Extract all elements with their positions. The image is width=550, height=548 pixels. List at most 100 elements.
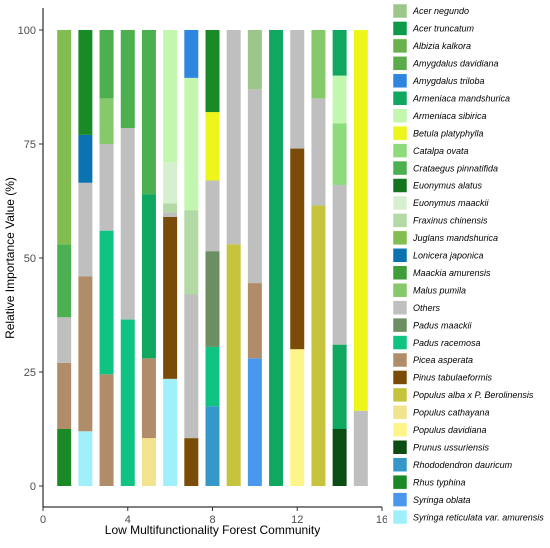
- bar-segment-2-picea-asperata: [78, 276, 93, 432]
- x-tick-label-4: 4: [125, 514, 131, 526]
- legend-label-armeniaca-mandshurica: Armeniaca mandshurica: [412, 93, 510, 103]
- bar-segment-8-others: [205, 180, 220, 252]
- legend-label-amygdalus-triloba: Amygdalus triloba: [412, 76, 485, 86]
- bar-segment-3-picea-asperata: [99, 374, 114, 486]
- bar-segment-6-armeniaca-sibirica: [163, 30, 178, 163]
- legend-swatch-rhus-typhina: [392, 474, 408, 490]
- bar-segment-11-armeniaca-mandshurica: [269, 30, 284, 486]
- bar-segment-1-others: [57, 317, 72, 363]
- legend-swatch-others: [392, 300, 408, 315]
- bar-segment-1-rhus-typhina: [57, 429, 72, 486]
- legend-label-padus-maackii: Padus maackii: [413, 320, 473, 330]
- legend-label-fraxinus-chinensis: Fraxinus chinensis: [413, 216, 488, 226]
- legend-label-crataegus-pinnatifida: Crataegus pinnatifida: [413, 163, 498, 173]
- legend-swatch-acer-negundo: [392, 3, 408, 19]
- legend-swatch-catalpa-ovata: [392, 143, 408, 158]
- bar-segment-10-others: [247, 89, 262, 284]
- axes-layer: 0 25 50 75 100 0 4 8 12 16: [18, 8, 388, 526]
- bar-segment-5-crataegus-pinnatifida: [141, 30, 156, 195]
- bar-segment-9-others: [226, 30, 241, 245]
- bar-segment-8-padus-maackii: [205, 251, 220, 347]
- bar-segment-5-picea-asperata: [141, 358, 156, 439]
- legend-swatch-pinus-tabulaeformis: [392, 370, 408, 385]
- bar-11: [269, 30, 284, 486]
- bar-segment-15-others: [353, 410, 368, 486]
- bar-segment-3-padus-racemosa: [99, 230, 114, 375]
- legend-swatch-malus-pumila: [392, 282, 408, 298]
- bar-segment-15-betula-platyphylla: [353, 30, 368, 411]
- legend-label-maackia-amurensis: Maackia amurensis: [413, 268, 491, 278]
- legend-swatch-prunus-ussuriensis: [392, 440, 408, 455]
- bar-segment-6-pinus-tabulaeformis: [163, 216, 178, 379]
- legend-label-populus-alba-x-p-berolinensis: Populus alba x P. Berolinensis: [413, 390, 534, 400]
- legend-swatch-amygdalus-davidiana: [392, 56, 408, 71]
- legend-swatch-padus-maackii: [392, 317, 408, 333]
- y-tick-label-25: 25: [24, 367, 36, 379]
- legend-label-rhododendron-dauricum: Rhododendron dauricum: [413, 460, 513, 470]
- bar-segment-12-others: [290, 30, 305, 149]
- legend-label-juglans-mandshurica: Juglans mandshurica: [412, 233, 498, 243]
- bar-segment-10-syringa-oblata: [247, 358, 262, 486]
- legend-swatch-syringa-reticulata-var-amurensis: [392, 509, 408, 525]
- legend: Acer negundo Acer truncatum Albizia kalkor…: [387, 2, 547, 536]
- legend-swatch-crataegus-pinnatifida: [392, 160, 408, 176]
- bar-segment-14-armeniaca-mandshurica: [332, 344, 347, 429]
- bar-segment-3-others: [99, 144, 114, 231]
- bar-segment-3-malus-pumila: [99, 98, 114, 144]
- legend-swatch-euonymus-maackii: [392, 195, 408, 211]
- bar-segment-6-fraxinus-chinensis: [163, 203, 178, 213]
- x-tick-label-12: 12: [291, 514, 303, 526]
- bar-segment-8-rhododendron-dauricum: [205, 406, 220, 486]
- legend-swatch-populus-davidiana: [392, 422, 408, 438]
- bar-segment-5-populus-cathayana: [141, 438, 156, 486]
- legend-swatch-armeniaca-mandshurica: [392, 91, 408, 106]
- legend-swatch-fraxinus-chinensis: [392, 213, 408, 228]
- bar-2: [78, 30, 93, 486]
- y-axis-title: Relative Importance Value (%): [3, 177, 17, 339]
- legend-label-acer-negundo: Acer negundo: [412, 6, 469, 16]
- x-axis-title: Low Multifunctionality Forest Community: [105, 523, 320, 537]
- bar-12: [290, 30, 305, 486]
- legend-swatch-acer-truncatum: [392, 21, 408, 36]
- legend-swatch-populus-cathayana: [392, 405, 408, 420]
- legend-label-pinus-tabulaeformis: Pinus tabulaeformis: [413, 373, 493, 383]
- bar-3: [99, 30, 114, 486]
- bar-segment-14-prunus-ussuriensis: [332, 429, 347, 486]
- x-tick-label-0: 0: [40, 514, 46, 526]
- bar-segment-10-picea-asperata: [247, 283, 262, 359]
- legend-label-picea-asperata: Picea asperata: [413, 355, 473, 365]
- bar-segment-8-rhus-typhina: [205, 30, 220, 113]
- bar-segment-1-crataegus-pinnatifida: [57, 244, 72, 318]
- legend-background: [387, 2, 547, 536]
- bar-4: [120, 30, 135, 486]
- bar-segment-2-syringa-reticulata-var-amurensis: [78, 431, 93, 486]
- legend-label-padus-racemosa: Padus racemosa: [413, 338, 481, 348]
- bar-segment-4-others: [120, 128, 135, 320]
- legend-swatch-albizia-kalkora: [392, 38, 408, 54]
- bar-segment-2-rhus-typhina: [78, 30, 93, 135]
- bar-5: [141, 30, 156, 486]
- bar-6: [163, 30, 178, 486]
- legend-swatch-euonymus-alatus: [392, 178, 408, 193]
- legend-swatch-betula-platyphylla: [392, 125, 408, 141]
- legend-label-rhus-typhina: Rhus typhina: [413, 477, 466, 487]
- legend-label-lonicera-japonica: Lonicera japonica: [413, 251, 484, 261]
- legend-swatch-populus-alba-x-p-berolinensis: [392, 387, 408, 403]
- bar-segment-4-padus-racemosa: [120, 319, 135, 486]
- bar-segment-4-crataegus-pinnatifida: [120, 30, 135, 129]
- bar-segment-13-populus-alba-x-p-berolinensis: [311, 205, 326, 486]
- legend-label-acer-truncatum: Acer truncatum: [412, 24, 475, 34]
- bar-10: [247, 30, 262, 486]
- bar-7: [184, 30, 199, 486]
- bar-segment-5-armeniaca-mandshurica: [141, 194, 156, 359]
- bar-segment-1-picea-asperata: [57, 362, 72, 429]
- legend-label-others: Others: [413, 303, 441, 313]
- bar-segment-14-armeniaca-sibirica: [332, 75, 347, 124]
- bar-segment-14-catalpa-ovata: [332, 123, 347, 186]
- bar-segment-13-malus-pumila: [311, 30, 326, 99]
- bar-segment-9-populus-alba-x-p-berolinensis: [226, 244, 241, 486]
- bar-segment-12-populus-davidiana: [290, 349, 305, 486]
- legend-label-amygdalus-davidiana: Amygdalus davidiana: [412, 59, 499, 69]
- bar-segment-7-pinus-tabulaeformis: [184, 438, 199, 486]
- bar-segment-12-pinus-tabulaeformis: [290, 148, 305, 350]
